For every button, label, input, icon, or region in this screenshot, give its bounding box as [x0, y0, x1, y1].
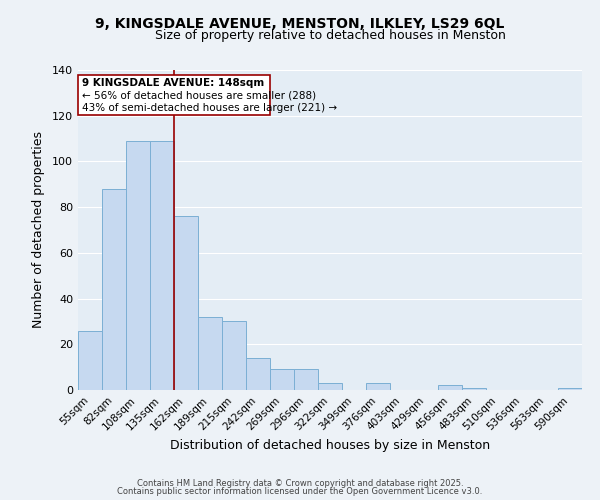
Bar: [366, 383, 390, 390]
Bar: [294, 370, 318, 390]
Bar: [438, 386, 462, 390]
Bar: [78, 330, 102, 390]
Bar: [222, 322, 246, 390]
Bar: [246, 358, 270, 390]
Bar: [102, 189, 126, 390]
Bar: [198, 317, 222, 390]
Bar: [78, 74, 270, 114]
Bar: [558, 388, 582, 390]
Title: Size of property relative to detached houses in Menston: Size of property relative to detached ho…: [155, 30, 505, 43]
Bar: [462, 388, 486, 390]
Bar: [174, 216, 198, 390]
Bar: [150, 141, 174, 390]
Text: 9 KINGSDALE AVENUE: 148sqm: 9 KINGSDALE AVENUE: 148sqm: [82, 78, 264, 88]
Text: 9, KINGSDALE AVENUE, MENSTON, ILKLEY, LS29 6QL: 9, KINGSDALE AVENUE, MENSTON, ILKLEY, LS…: [95, 18, 505, 32]
Bar: [270, 370, 294, 390]
Y-axis label: Number of detached properties: Number of detached properties: [32, 132, 45, 328]
Text: 43% of semi-detached houses are larger (221) →: 43% of semi-detached houses are larger (…: [82, 103, 337, 113]
X-axis label: Distribution of detached houses by size in Menston: Distribution of detached houses by size …: [170, 438, 490, 452]
Bar: [318, 383, 342, 390]
Bar: [126, 141, 150, 390]
Text: ← 56% of detached houses are smaller (288): ← 56% of detached houses are smaller (28…: [82, 90, 316, 101]
Text: Contains HM Land Registry data © Crown copyright and database right 2025.: Contains HM Land Registry data © Crown c…: [137, 478, 463, 488]
Text: Contains public sector information licensed under the Open Government Licence v3: Contains public sector information licen…: [118, 487, 482, 496]
